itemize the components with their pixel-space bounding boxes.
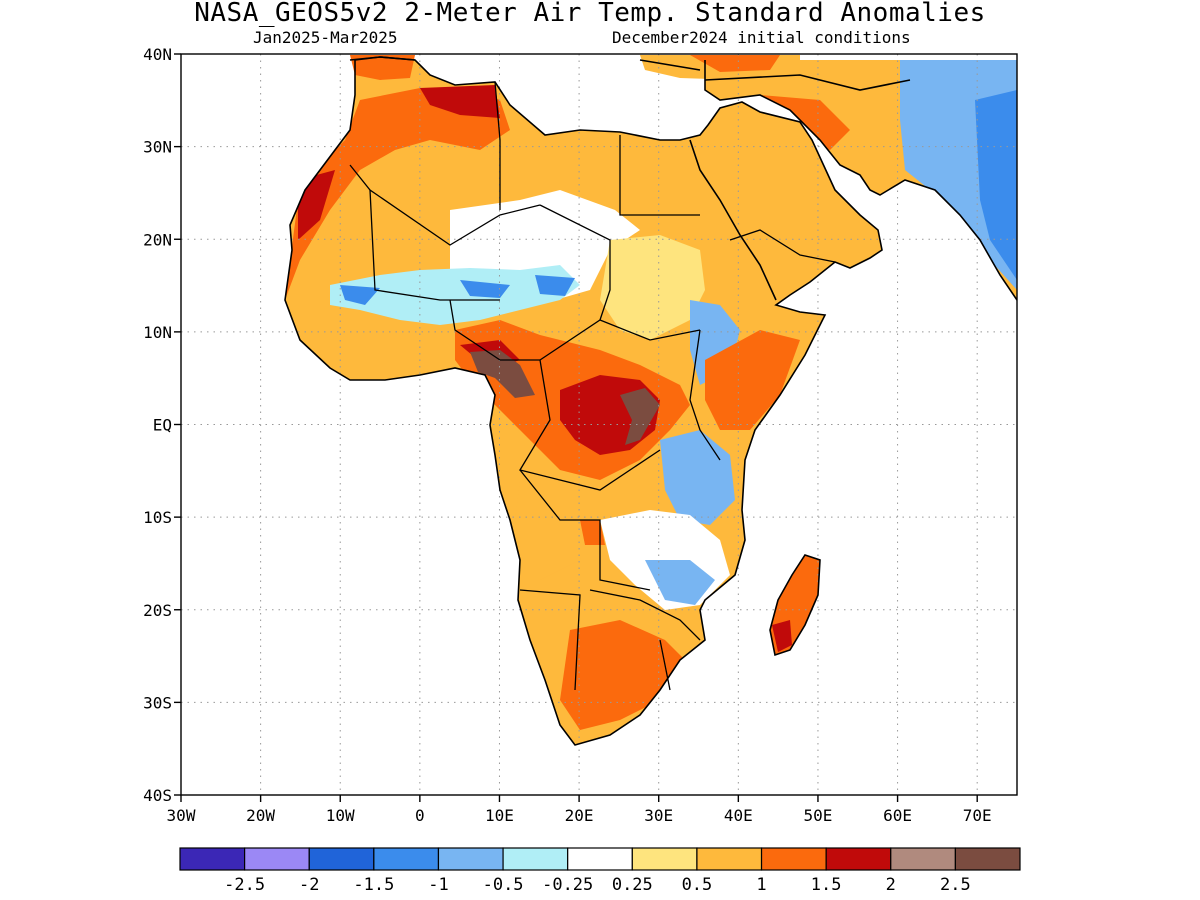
lon-label: 50E (803, 806, 832, 825)
colorbar-swatch (825, 847, 892, 871)
lon-label: 0 (415, 806, 425, 825)
colorbar-swatch (696, 847, 763, 871)
colorbar-label: -1.5 (353, 875, 394, 895)
border-13 (729, 229, 836, 263)
red-sea-coast (689, 139, 777, 301)
africa-anomaly-field (285, 57, 882, 745)
europe-anomaly-field (350, 55, 800, 80)
somalia-warm (705, 330, 800, 430)
lat-label: 10N (143, 323, 172, 342)
congo-hot (460, 340, 660, 455)
lon-label: 10E (485, 806, 514, 825)
border-4 (369, 189, 500, 301)
lon-label: 30W (167, 806, 196, 825)
colorbar-label: -1 (428, 875, 448, 895)
colorbar-swatch (244, 847, 310, 871)
colorbar-label: 1 (756, 875, 766, 895)
colorbar-label: 1.5 (811, 875, 842, 895)
colorbar-swatch (502, 847, 569, 871)
turkey-warm (690, 55, 780, 72)
lat-label: 40N (143, 45, 172, 64)
mozambique-cool (645, 560, 715, 605)
lon-label: 10W (326, 806, 355, 825)
colorbar-swatch (954, 847, 1021, 871)
sahel-cool-spots (340, 275, 575, 305)
madagascar-field (770, 555, 820, 655)
colorbar-swatch (567, 847, 633, 871)
lat-label: 20N (143, 230, 172, 249)
border-9 (519, 469, 651, 591)
colorbar-label: 0.25 (612, 875, 653, 895)
sudan-mild (600, 235, 705, 340)
angola-spot (580, 520, 605, 545)
border-7 (689, 329, 721, 461)
lon-label: 70E (963, 806, 992, 825)
border-11 (519, 589, 581, 691)
southern-africa-warm (560, 620, 690, 730)
colorbar-swatch (179, 847, 246, 871)
border-1 (494, 81, 501, 210)
asia-coastline (704, 60, 1017, 301)
border-0 (349, 164, 541, 246)
forecast-period: Jan2025-Mar2025 (253, 28, 398, 47)
colorbar-swatch (890, 847, 956, 871)
colorbar-label: 2.5 (940, 875, 971, 895)
colorbar-label: -0.25 (542, 875, 593, 895)
algeria-hot (420, 85, 500, 118)
border-12 (659, 639, 671, 691)
border-10 (589, 589, 701, 641)
madagascar-coastline (769, 554, 821, 657)
lon-label: 30E (644, 806, 673, 825)
lat-label: EQ (153, 416, 172, 435)
colorbar-swatch (308, 847, 375, 871)
lat-label: 40S (143, 786, 172, 805)
lat-label: 20S (143, 601, 172, 620)
colorbar-label: -2 (299, 875, 319, 895)
colorbar-label: -2.5 (224, 875, 265, 895)
border-6 (539, 319, 701, 361)
colorbar-swatch (373, 847, 440, 871)
lat-label: 10S (143, 508, 172, 527)
iberia-warm (350, 55, 415, 80)
mediterranean-north-coast (349, 56, 911, 91)
lat-label: 30N (143, 138, 172, 157)
extreme-hot (470, 350, 660, 445)
sahel-cool-light (330, 265, 580, 325)
colorbar-swatch (631, 847, 698, 871)
angola-warm (515, 480, 590, 580)
national-borders (349, 81, 836, 691)
colorbar-label: 2 (886, 875, 896, 895)
colorbar (179, 847, 1021, 871)
map-title: NASA_GEOS5v2 2-Meter Air Temp. Standard … (194, 0, 986, 28)
madagascar-hot (772, 620, 792, 652)
nw-africa-warm (285, 88, 510, 300)
central-asia-cold (975, 90, 1017, 280)
initial-conditions: December2024 initial conditions (612, 28, 911, 47)
lon-label: 20E (565, 806, 594, 825)
colorbar-swatch (760, 847, 827, 871)
lon-label: 40E (724, 806, 753, 825)
border-3 (539, 204, 611, 321)
lon-label: 20W (246, 806, 275, 825)
colorbar-swatch (437, 847, 504, 871)
lat-label: 30S (143, 693, 172, 712)
colorbar-label: 0.5 (682, 875, 713, 895)
colorbar-label: -0.5 (483, 875, 524, 895)
border-2 (619, 135, 700, 216)
lon-label: 60E (883, 806, 912, 825)
border-5 (449, 299, 540, 361)
